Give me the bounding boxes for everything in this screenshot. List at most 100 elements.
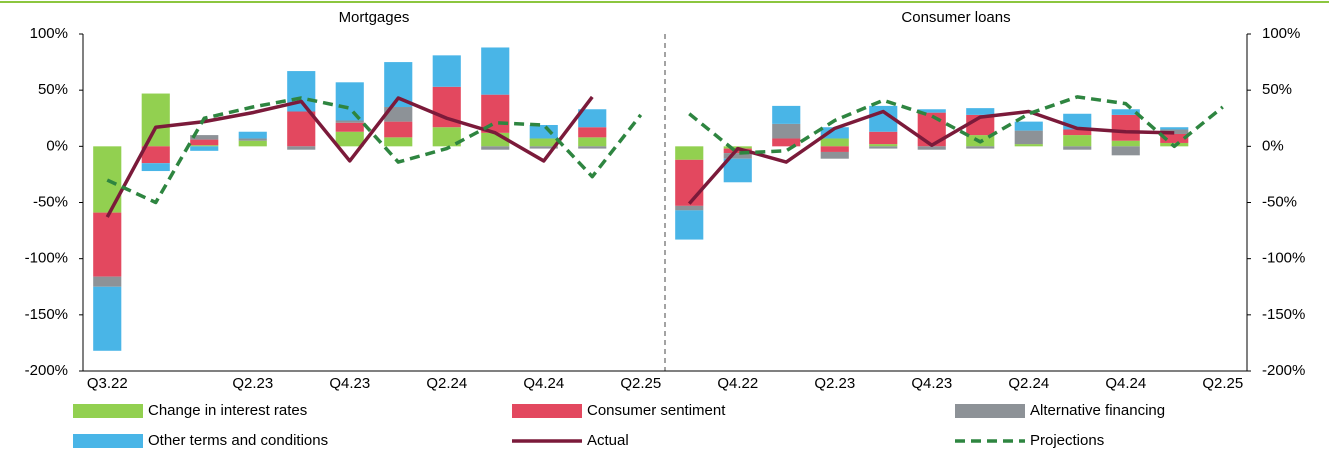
x-tick-label: Q4.24: [523, 375, 564, 392]
bar-segment: [141, 163, 170, 172]
x-tick-label: Q3.22: [87, 375, 128, 392]
bar-segment: [141, 93, 170, 147]
y-tick-label: -100%: [25, 250, 68, 267]
x-tick-label: Q4.23: [329, 375, 370, 392]
bar-segment: [93, 146, 122, 213]
x-tick-label: Q4.22: [717, 375, 758, 392]
y-tick-label: 50%: [38, 81, 68, 98]
bar-segment: [238, 131, 267, 139]
bar-segment: [820, 127, 849, 139]
bar-segment: [384, 121, 413, 138]
bar-segment: [481, 47, 510, 95]
bar-segment: [772, 123, 801, 139]
bar-segment: [578, 146, 607, 149]
legend-swatch: [512, 404, 582, 418]
bar-segment: [723, 153, 752, 159]
x-tick-label: Q2.24: [426, 375, 467, 392]
bar-segment: [1014, 144, 1043, 147]
bar-segment: [1111, 114, 1140, 141]
legend-label: Alternative financing: [1030, 402, 1165, 419]
bar-segment: [578, 127, 607, 138]
bar-segment: [93, 212, 122, 277]
bar-segment: [578, 137, 607, 147]
bar-segment: [1014, 121, 1043, 131]
bar-segment: [723, 158, 752, 183]
actual-line: [105, 95, 594, 218]
y-tick-label: -150%: [1262, 306, 1305, 323]
x-tick-label: Q2.25: [620, 375, 661, 392]
bar-segment: [335, 122, 364, 132]
bar-segment: [238, 138, 267, 141]
bar-segment: [481, 146, 510, 150]
y-tick-label: -200%: [1262, 362, 1305, 379]
x-tick-label: Q2.23: [232, 375, 273, 392]
legend-swatch: [73, 404, 143, 418]
bar-segment: [578, 109, 607, 128]
bar-segment: [869, 144, 898, 147]
legend-label: Change in interest rates: [148, 402, 307, 419]
bar-segment: [675, 146, 704, 160]
bar-segment: [820, 138, 849, 147]
y-tick-label: -200%: [25, 362, 68, 379]
x-tick-label: Q2.23: [814, 375, 855, 392]
actual-line: [687, 109, 1175, 205]
x-tick-label: Q2.25: [1202, 375, 1243, 392]
bar-segment: [917, 146, 946, 150]
y-tick-label: 100%: [30, 25, 68, 42]
bar-segment: [1160, 133, 1189, 143]
bar-segment: [141, 146, 170, 164]
y-tick-label: -150%: [25, 306, 68, 323]
bar-segment: [869, 146, 898, 149]
bar-segment: [432, 127, 461, 147]
bar-segment: [190, 135, 219, 140]
bar-segment: [772, 138, 801, 147]
bar-segment: [190, 145, 219, 147]
panel-title: Mortgages: [339, 9, 410, 26]
bar-segment: [1063, 129, 1092, 136]
bar-segment: [190, 146, 219, 151]
bar-segment: [1063, 146, 1092, 150]
bar-segment: [675, 159, 704, 206]
bar-segment: [820, 146, 849, 152]
bar-segment: [675, 210, 704, 240]
bar-segment: [287, 111, 316, 147]
x-tick-label: Q4.23: [911, 375, 952, 392]
bar-segment: [675, 205, 704, 211]
bar-segment: [384, 107, 413, 122]
y-tick-label: 0%: [46, 137, 68, 154]
bar-segment: [335, 82, 364, 121]
bar-segment: [1063, 135, 1092, 147]
legend-swatch: [73, 434, 143, 448]
bar-segment: [966, 108, 995, 115]
y-tick-label: 50%: [1262, 81, 1292, 98]
bar-segment: [529, 146, 558, 149]
bar-segment: [820, 151, 849, 159]
bar-segment: [1160, 127, 1189, 130]
bar-segment: [335, 131, 364, 147]
y-tick-label: -50%: [33, 193, 68, 210]
bar-segment: [238, 140, 267, 147]
bar-segment: [1111, 146, 1140, 156]
bar-segment: [432, 55, 461, 87]
bar-segment: [966, 146, 995, 149]
bar-segment: [529, 124, 558, 139]
bar-segment: [384, 137, 413, 147]
legend-label: Projections: [1030, 432, 1104, 449]
x-tick-label: Q4.24: [1105, 375, 1146, 392]
bar-segment: [917, 109, 946, 113]
bar-segment: [869, 131, 898, 145]
bar-segment: [1111, 109, 1140, 115]
bar-segment: [93, 286, 122, 351]
bar-segment: [335, 120, 364, 123]
projection-line: [106, 96, 643, 205]
x-tick-label: Q2.24: [1008, 375, 1049, 392]
legend-label: Actual: [587, 432, 629, 449]
projection-line: [688, 95, 1224, 155]
panel-title: Consumer loans: [901, 9, 1010, 26]
bar-segment: [287, 146, 316, 150]
bar-segment: [1111, 140, 1140, 147]
y-tick-label: 100%: [1262, 25, 1300, 42]
bar-segment: [1014, 130, 1043, 145]
